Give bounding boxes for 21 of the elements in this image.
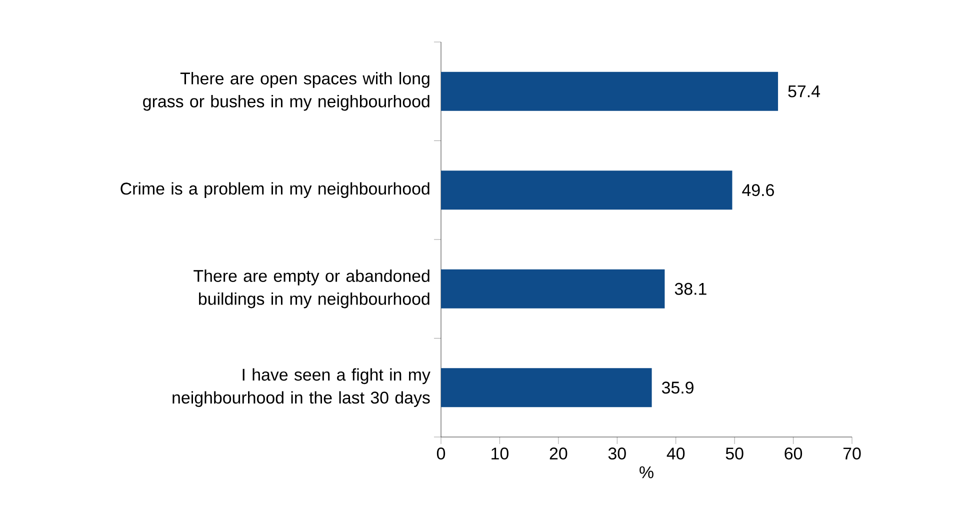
x-tick-label: 20: [550, 448, 568, 460]
y-tick-label: Crime is a problem in my neighbourhood: [120, 182, 430, 198]
x-tick-label: 30: [608, 448, 626, 460]
data-label: 49.6: [742, 184, 774, 196]
bar: [441, 72, 778, 111]
data-label: 38.1: [674, 282, 706, 295]
x-tick-label: 10: [492, 448, 508, 460]
bar: [441, 269, 665, 308]
x-tick-label: 40: [666, 448, 685, 460]
y-tick-label: There are empty or abandoned buildings in my neighbourhood: [194, 270, 430, 308]
data-label: 35.9: [662, 382, 694, 394]
bar: [441, 170, 732, 210]
y-tick-label: There are open spaces with long grass or bushes in my neighbourhood: [143, 72, 430, 111]
y-tick-label: I have seen a fight in my neighbourhood in the last 30 days: [172, 368, 430, 407]
x-tick-label: 50: [726, 448, 744, 460]
x-tick-label: 60: [784, 448, 802, 460]
x-tick-label: 0: [436, 448, 446, 460]
x-axis-title: %: [640, 466, 654, 478]
data-label: 57.4: [788, 85, 820, 98]
bar: [441, 368, 652, 408]
x-tick-label: 70: [843, 448, 861, 460]
